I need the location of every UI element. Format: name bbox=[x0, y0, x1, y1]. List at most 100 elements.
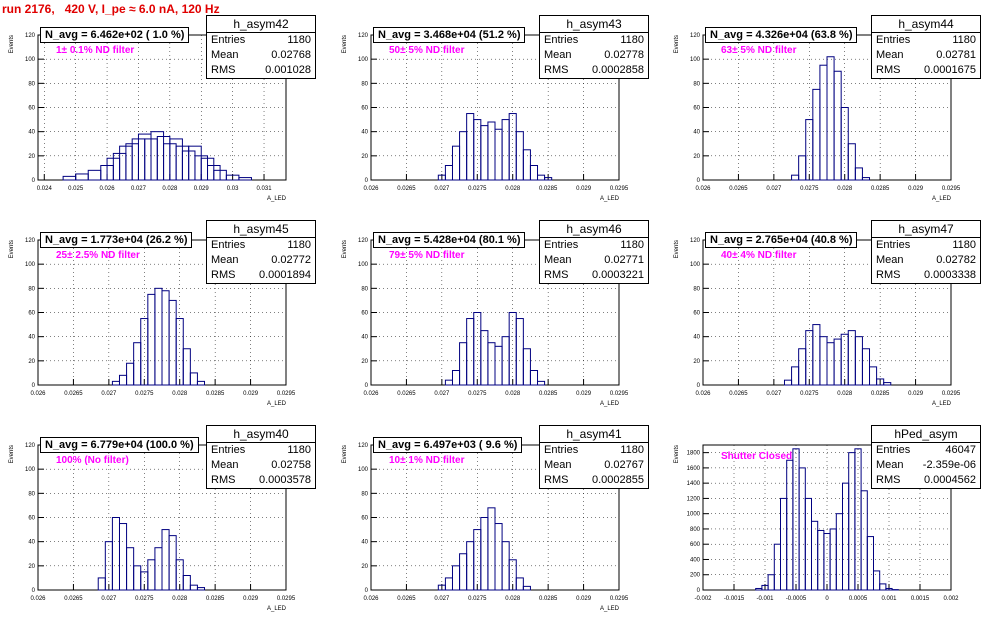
y-tick-label: 1000 bbox=[687, 512, 701, 518]
y-axis-label: Events bbox=[342, 445, 348, 463]
x-tick-label: 0.027 bbox=[434, 596, 450, 602]
stats-label: Mean bbox=[544, 48, 572, 63]
stats-value: 0.02781 bbox=[936, 48, 976, 63]
y-tick-label: 20 bbox=[693, 154, 700, 160]
y-axis-label: Events bbox=[674, 240, 680, 258]
stats-row-rms: RMS 0.0001675 bbox=[872, 63, 980, 78]
stats-label: Mean bbox=[544, 253, 572, 268]
stats-label: Entries bbox=[876, 238, 910, 253]
stats-value: 46047 bbox=[945, 443, 976, 458]
stats-label: Mean bbox=[211, 458, 239, 473]
navg-label: N_avg = 6.462e+02 ( 1.0 %) bbox=[40, 27, 189, 43]
x-tick-label: 0.0285 bbox=[539, 596, 558, 602]
histogram-name: h_asym47 bbox=[872, 221, 980, 238]
navg-label: N_avg = 4.326e+04 (63.8 %) bbox=[705, 27, 857, 43]
y-tick-label: 1400 bbox=[687, 481, 701, 487]
x-axis-label: A_LED bbox=[267, 196, 287, 202]
histogram-name: h_asym41 bbox=[540, 426, 648, 443]
x-tick-label: 0.03 bbox=[227, 186, 239, 192]
stats-label: Mean bbox=[876, 458, 904, 473]
x-tick-label: 0.025 bbox=[68, 186, 84, 192]
stats-value: 0.0001675 bbox=[924, 63, 976, 78]
y-tick-label: 40 bbox=[693, 130, 700, 136]
y-tick-label: 1200 bbox=[687, 496, 701, 502]
stats-row-mean: Mean-2.359e-06 bbox=[872, 458, 980, 473]
y-axis-label: Events bbox=[342, 35, 348, 53]
y-axis-label: Events bbox=[342, 240, 348, 258]
y-tick-label: 100 bbox=[358, 262, 369, 268]
y-axis-label: Events bbox=[9, 240, 15, 258]
filter-label: 1± 0.1% ND filter bbox=[56, 45, 134, 56]
stats-label: RMS bbox=[544, 268, 568, 283]
x-tick-label: 0.0295 bbox=[942, 391, 961, 397]
stats-value: 0.02767 bbox=[604, 458, 644, 473]
x-tick-label: 0.029 bbox=[194, 186, 210, 192]
y-tick-label: 60 bbox=[28, 516, 35, 522]
x-axis-label: A_LED bbox=[267, 606, 287, 612]
y-tick-label: 60 bbox=[693, 311, 700, 317]
stats-label: RMS bbox=[876, 63, 900, 78]
y-tick-label: 100 bbox=[25, 467, 36, 473]
y-tick-label: 0 bbox=[697, 178, 701, 184]
x-tick-label: 0.026 bbox=[30, 391, 46, 397]
x-tick-label: 0.027 bbox=[434, 186, 450, 192]
y-tick-label: 80 bbox=[28, 81, 35, 87]
stats-label: Mean bbox=[211, 48, 239, 63]
y-tick-label: 20 bbox=[361, 359, 368, 365]
x-tick-label: 0.0285 bbox=[871, 186, 890, 192]
histogram-name: h_asym43 bbox=[540, 16, 648, 33]
stats-label: RMS bbox=[211, 473, 235, 488]
stats-value: 0.02778 bbox=[604, 48, 644, 63]
y-tick-label: 20 bbox=[28, 154, 35, 160]
y-tick-label: 120 bbox=[690, 238, 701, 244]
stats-value: 0.001028 bbox=[265, 63, 311, 78]
x-tick-label: 0.0275 bbox=[468, 391, 487, 397]
y-tick-label: 120 bbox=[25, 238, 36, 244]
y-tick-label: 40 bbox=[28, 540, 35, 546]
x-tick-label: -0.001 bbox=[756, 596, 774, 602]
x-tick-label: 0.028 bbox=[837, 186, 853, 192]
histogram-name: h_asym46 bbox=[540, 221, 648, 238]
x-tick-label: 0.031 bbox=[257, 186, 273, 192]
navg-label: N_avg = 6.779e+04 (100.0 %) bbox=[40, 437, 199, 453]
stats-value: 0.0003221 bbox=[592, 268, 644, 283]
y-tick-label: 40 bbox=[361, 540, 368, 546]
x-tick-label: 0.029 bbox=[243, 391, 259, 397]
filter-label: 79± 5% ND filter bbox=[389, 250, 465, 261]
x-tick-label: 0.027 bbox=[766, 186, 782, 192]
stats-value: 0.02782 bbox=[936, 253, 976, 268]
x-tick-label: 0.027 bbox=[131, 186, 147, 192]
x-tick-label: 0.028 bbox=[172, 596, 188, 602]
stats-label: Entries bbox=[211, 33, 245, 48]
x-tick-label: 0.0285 bbox=[206, 596, 225, 602]
filter-label: 40± 4% ND filter bbox=[721, 250, 797, 261]
stats-value: 0.0001894 bbox=[259, 268, 311, 283]
x-tick-label: 0.0275 bbox=[468, 186, 487, 192]
navg-label: N_avg = 3.468e+04 (51.2 %) bbox=[373, 27, 525, 43]
x-tick-label: 0.026 bbox=[695, 186, 711, 192]
x-tick-label: 0.0285 bbox=[539, 391, 558, 397]
x-tick-label: 0.027 bbox=[766, 391, 782, 397]
stats-value: 1180 bbox=[620, 33, 644, 48]
stats-label: RMS bbox=[211, 63, 235, 78]
x-tick-label: 0.0285 bbox=[871, 391, 890, 397]
y-tick-label: 80 bbox=[361, 81, 368, 87]
y-tick-label: 600 bbox=[690, 542, 701, 548]
y-tick-label: 40 bbox=[28, 335, 35, 341]
x-tick-label: 0.026 bbox=[695, 391, 711, 397]
stats-label: RMS bbox=[876, 473, 900, 488]
x-tick-label: 0.0285 bbox=[539, 186, 558, 192]
x-tick-label: 0.0265 bbox=[64, 596, 83, 602]
